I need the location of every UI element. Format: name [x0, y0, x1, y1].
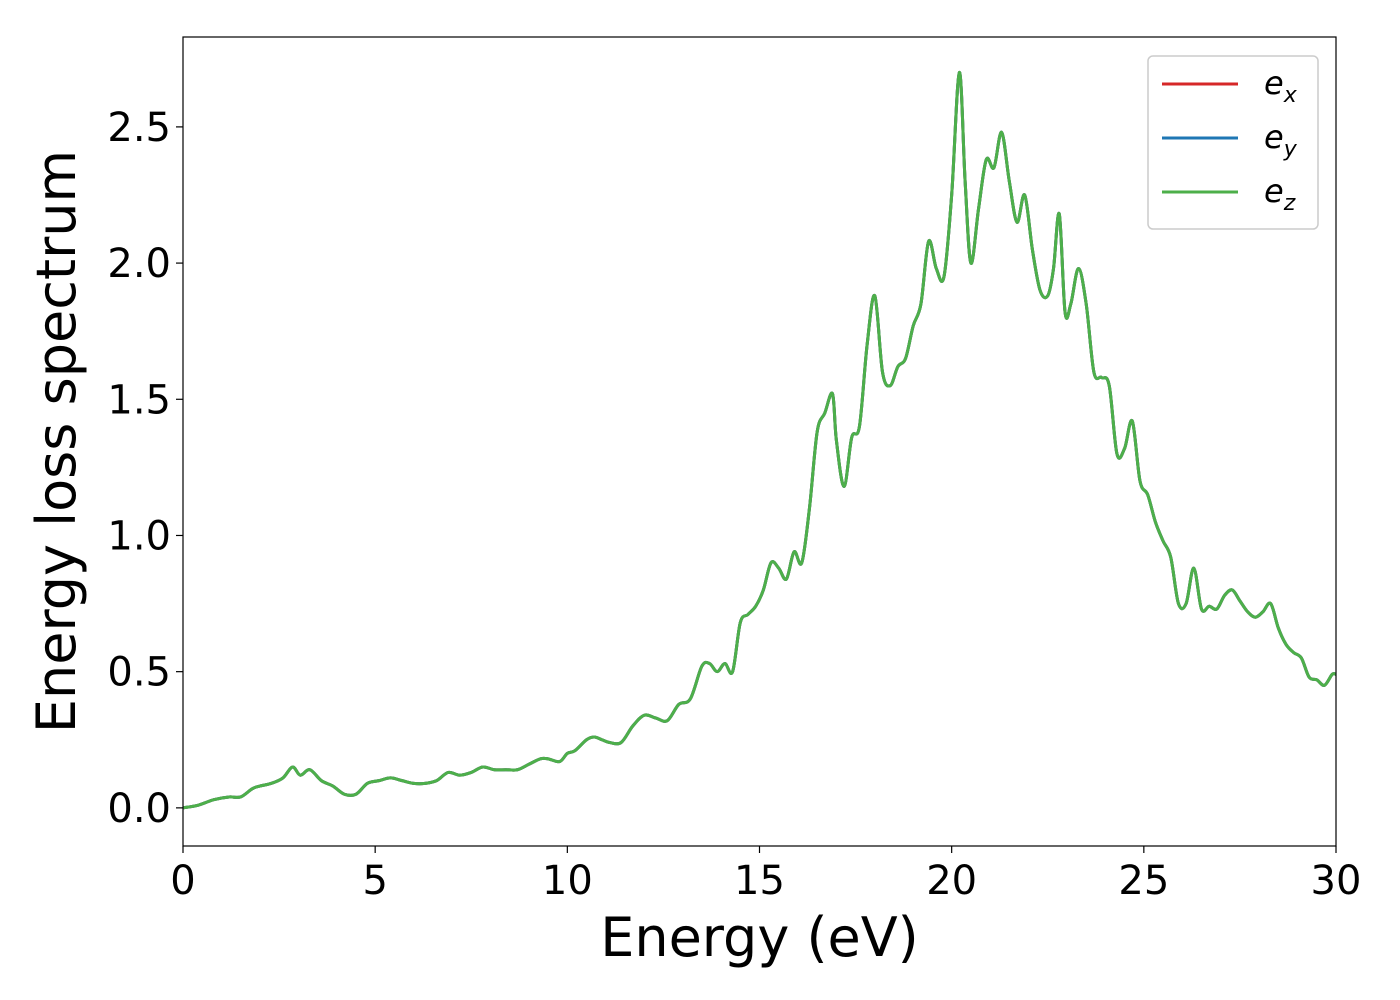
legend-label-ex: ex: [1264, 64, 1298, 108]
y-axis-ticks: 0.0 0.5 1.0 1.5 2.0 2.5: [107, 105, 183, 832]
x-tick-label: 0: [170, 858, 195, 904]
y-tick-label: 2.0: [107, 241, 171, 287]
plot-lines: [183, 70, 1336, 810]
y-tick-label: 0.5: [107, 650, 171, 696]
y-tick-label: 2.5: [107, 105, 171, 151]
x-tick-label: 30: [1311, 858, 1362, 904]
x-tick-label: 10: [542, 858, 593, 904]
series-line-ez: [183, 70, 1336, 810]
x-tick-label: 20: [926, 858, 977, 904]
legend-label-ey: ey: [1264, 118, 1298, 162]
x-tick-label: 15: [734, 858, 785, 904]
x-axis-ticks: 0 5 10 15 20 25 30: [170, 846, 1361, 904]
legend-label-ez: ez: [1264, 172, 1296, 216]
x-axis-title: Energy (eV): [600, 906, 919, 969]
legend-box: [1147, 55, 1319, 230]
y-tick-label: 0.0: [107, 786, 171, 832]
legend: ex ey ez: [1147, 55, 1319, 230]
y-tick-label: 1.0: [107, 513, 171, 559]
y-axis-title: Energy loss spectrum: [25, 150, 88, 733]
x-tick-label: 5: [362, 858, 387, 904]
y-tick-label: 1.5: [107, 377, 171, 423]
x-tick-label: 25: [1118, 858, 1169, 904]
